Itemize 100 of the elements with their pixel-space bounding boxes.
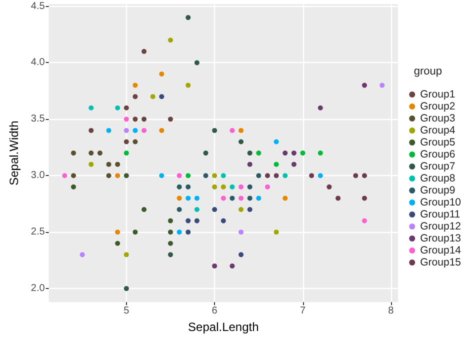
point (212, 263, 218, 268)
point (274, 173, 279, 178)
point (247, 207, 252, 212)
point (230, 128, 235, 133)
point (238, 128, 244, 133)
point (212, 173, 218, 178)
point (186, 15, 191, 20)
point (256, 196, 262, 201)
legend-label: Group8 (420, 172, 456, 184)
point (168, 218, 173, 224)
point (194, 60, 200, 66)
point (124, 173, 129, 178)
point (238, 252, 244, 258)
point (168, 116, 173, 122)
point (264, 184, 270, 190)
point (274, 162, 279, 167)
point (282, 173, 288, 178)
y-tick-label: 3.5 (30, 114, 46, 125)
point (159, 72, 164, 77)
point (362, 173, 367, 178)
y-tick-label: 2.0 (30, 283, 46, 294)
point (115, 230, 120, 235)
point (124, 105, 129, 110)
legend-label: Group4 (420, 124, 456, 136)
point (142, 48, 147, 54)
point (238, 184, 244, 190)
point (194, 218, 200, 224)
legend-title: group (414, 66, 442, 78)
point (318, 150, 323, 156)
point (247, 162, 252, 167)
point (300, 150, 306, 156)
point (274, 230, 279, 235)
point (124, 252, 129, 258)
point (238, 139, 244, 144)
legend-label: Group15 (420, 256, 462, 268)
y-tick-label: 3.0 (30, 170, 46, 182)
point (230, 263, 235, 268)
point (176, 173, 182, 178)
point (194, 207, 200, 212)
point (168, 38, 173, 43)
point (168, 230, 173, 235)
point (318, 105, 323, 110)
point (274, 139, 279, 144)
legend-label: Group3 (420, 112, 456, 124)
point (203, 173, 208, 178)
x-tick-label: 8 (388, 306, 394, 317)
point (124, 150, 129, 156)
point (176, 207, 182, 212)
point (88, 105, 94, 110)
point (62, 173, 68, 178)
point (256, 150, 262, 156)
y-tick-label: 2.5 (30, 226, 46, 238)
point (106, 128, 112, 133)
point (159, 128, 164, 133)
point (247, 150, 252, 156)
point (132, 82, 138, 88)
legend-label: Group14 (420, 244, 462, 256)
point (238, 230, 244, 235)
point (142, 116, 147, 122)
point (124, 116, 129, 122)
point (159, 94, 164, 100)
point (336, 196, 341, 201)
legend-label: Group1 (420, 88, 456, 100)
point (212, 128, 218, 133)
point (70, 150, 76, 156)
point (194, 196, 200, 201)
point (238, 196, 244, 201)
point (124, 128, 129, 133)
legend-label: Group10 (420, 196, 462, 208)
point (80, 252, 85, 258)
point (168, 252, 173, 258)
point (150, 94, 156, 100)
point (318, 173, 323, 178)
point (203, 150, 208, 156)
point (70, 173, 76, 178)
x-tick-label: 7 (300, 306, 306, 317)
point (291, 162, 296, 167)
point (309, 173, 314, 178)
point (176, 196, 182, 201)
point (247, 184, 252, 190)
point (142, 207, 147, 212)
point (124, 139, 129, 144)
point (186, 196, 191, 201)
legend-label: Group2 (420, 100, 456, 112)
point (176, 230, 182, 235)
point (115, 162, 120, 167)
point (159, 173, 164, 178)
legend-label: Group13 (420, 232, 462, 244)
point (115, 173, 120, 178)
point (362, 82, 367, 88)
legend-label: Group9 (420, 184, 456, 196)
point (186, 184, 191, 190)
point (88, 162, 94, 167)
point (264, 173, 270, 178)
point (186, 230, 191, 235)
point (132, 116, 138, 122)
point (353, 173, 358, 178)
point (212, 207, 218, 212)
point (142, 128, 147, 133)
point (106, 162, 112, 167)
